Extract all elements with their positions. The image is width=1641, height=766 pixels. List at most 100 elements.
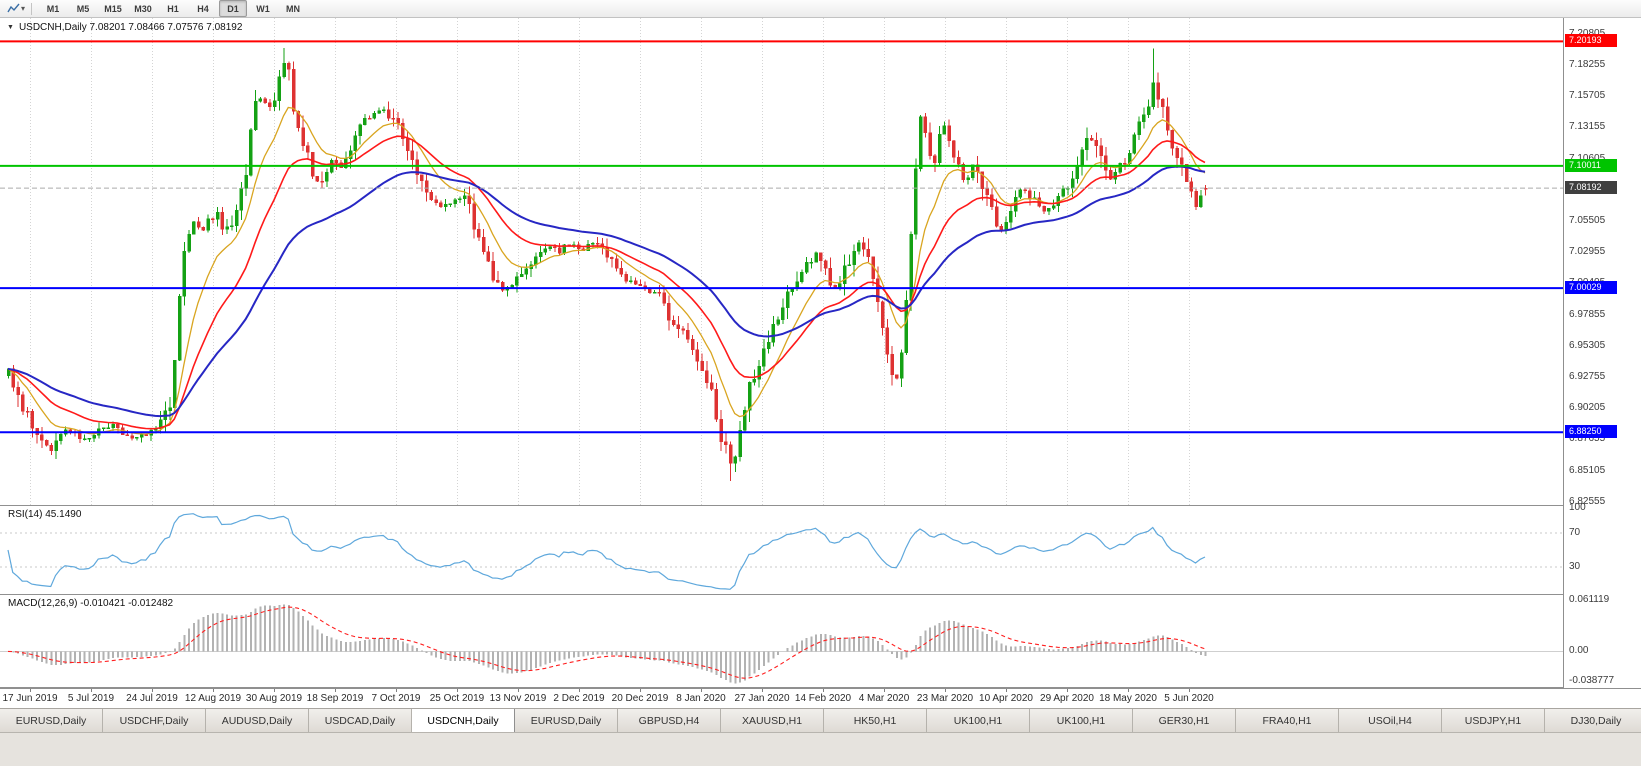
rsi-axis-label: 70 — [1569, 527, 1581, 539]
rsi-axis-label: 100 — [1569, 502, 1586, 513]
date-tick — [152, 689, 153, 692]
chart-tab-eurusd-daily[interactable]: EURUSD,Daily — [515, 709, 618, 732]
timeframe-button-m5[interactable]: M5 — [76, 3, 90, 14]
price-axis-label: 7.02955 — [1569, 246, 1606, 258]
timeframe-button-m1[interactable]: M1 — [46, 3, 60, 14]
rsi-indicator-label: RSI(14) 45.1490 — [8, 509, 82, 520]
date-axis-label: 30 Aug 2019 — [245, 693, 303, 704]
price-axis-label: 7.18255 — [1569, 59, 1606, 71]
price-axis-label: 7.10605 — [1569, 153, 1605, 165]
chart-title: ▼ USDCNH,Daily 7.08201 7.08466 7.07576 7.… — [7, 22, 242, 33]
timeframe-button-d1[interactable]: D1 — [219, 0, 248, 17]
timeframe-toolbar: M1 M5 M15 M30 H1 H4 D1 W1 MN — [38, 0, 308, 17]
timeframe-button-mn[interactable]: MN — [286, 3, 301, 14]
macd-indicator-label: MACD(12,26,9) -0.010421 -0.012482 — [8, 598, 174, 609]
price-axis-label: 7.15705 — [1569, 90, 1606, 102]
price-axis-label: 6.92755 — [1569, 371, 1606, 383]
date-tick — [518, 689, 519, 692]
date-axis-label: 25 Oct 2019 — [429, 693, 485, 704]
chart-tab-usoil-h4[interactable]: USOil,H4 — [1339, 709, 1442, 732]
date-tick — [945, 689, 946, 692]
date-tick — [335, 689, 336, 692]
macd-axis-label: 0.00 — [1569, 645, 1589, 657]
date-tick — [1006, 689, 1007, 692]
chevron-down-icon[interactable]: ▾ — [21, 4, 26, 13]
chart-tab-usdchf-daily[interactable]: USDCHF,Daily — [103, 709, 206, 732]
date-axis-label: 14 Feb 2020 — [794, 693, 852, 704]
chart-tab-audusd-daily[interactable]: AUDUSD,Daily — [206, 709, 309, 732]
price-axis: 7.208057.182557.157057.131557.106057.080… — [1563, 18, 1641, 688]
date-axis-label: 23 Mar 2020 — [916, 693, 974, 704]
chart-tab-eurusd-daily[interactable]: EURUSD,Daily — [0, 709, 103, 732]
date-axis-label: 7 Oct 2019 — [371, 693, 421, 704]
price-axis-label: 6.97855 — [1569, 308, 1606, 320]
date-axis-label: 27 Jan 2020 — [734, 693, 790, 704]
chart-tab-bar: EURUSD,Daily USDCHF,Daily AUDUSD,Daily USDC… — [0, 708, 1641, 733]
toolbar-separator — [31, 2, 33, 15]
date-tick — [823, 689, 824, 692]
date-axis-label: 24 Jul 2019 — [126, 693, 178, 704]
date-axis-label: 29 Apr 2020 — [1040, 693, 1094, 704]
date-tick — [579, 689, 580, 692]
timeframe-button-h4[interactable]: H4 — [197, 3, 209, 14]
chart-tab-usdcad-daily[interactable]: USDCAD,Daily — [309, 709, 412, 732]
chart-tab-gbpusd-h4[interactable]: GBPUSD,H4 — [618, 709, 721, 732]
date-axis-label: 5 Jun 2020 — [1164, 693, 1214, 704]
price-level-badge: 7.00029 — [1565, 281, 1617, 295]
date-tick — [1128, 689, 1129, 692]
chart-tab-ger30-h1[interactable]: GER30,H1 — [1133, 709, 1236, 732]
price-axis-label: 6.87655 — [1569, 433, 1606, 445]
price-axis-label: 7.20805 — [1569, 28, 1605, 40]
timeframe-button-m15[interactable]: M15 — [104, 3, 122, 14]
timeframe-button-m30[interactable]: M30 — [134, 3, 152, 14]
date-axis-label: 5 Jul 2019 — [67, 693, 115, 704]
date-axis-label: 18 May 2020 — [1099, 693, 1157, 704]
price-level-badge: 7.10011 — [1565, 158, 1617, 172]
timeframe-button-w1[interactable]: W1 — [256, 3, 270, 14]
date-tick — [640, 689, 641, 692]
toolbar: ▾ M1 M5 M15 M30 H1 H4 D1 W1 MN — [0, 0, 1641, 18]
rsi-axis-label: 30 — [1569, 560, 1581, 572]
date-tick — [1067, 689, 1068, 692]
macd-axis-label: -0.038777 — [1569, 675, 1615, 686]
chart-cursor-icon[interactable] — [5, 2, 21, 16]
chart-region[interactable]: ▼ USDCNH,Daily 7.08201 7.08466 7.07576 7.… — [0, 18, 1641, 688]
footer: EURUSD,Daily USDCHF,Daily AUDUSD,Daily USDC… — [0, 708, 1641, 766]
chart-tab-dj30-daily[interactable]: DJ30,Daily — [1545, 709, 1641, 732]
date-tick — [274, 689, 275, 692]
date-axis-label: 12 Aug 2019 — [184, 693, 242, 704]
current-price-badge: 7.08192 — [1565, 181, 1617, 195]
price-chart-canvas[interactable] — [0, 18, 1563, 688]
chart-tab-uk100-h1[interactable]: UK100,H1 — [1030, 709, 1133, 732]
date-axis-label: 8 Jan 2020 — [676, 693, 726, 704]
chart-tab-hk50-h1[interactable]: HK50,H1 — [824, 709, 927, 732]
date-tick — [91, 689, 92, 692]
price-level-badge: 6.88250 — [1565, 425, 1617, 439]
chart-tab-xauusd-h1[interactable]: XAUUSD,H1 — [721, 709, 824, 732]
date-axis-label: 20 Dec 2019 — [611, 693, 669, 704]
date-axis: 17 Jun 2019 5 Jul 2019 24 Jul 2019 12 Aug 2… — [0, 688, 1641, 708]
date-tick — [1189, 689, 1190, 692]
date-axis-label: 4 Mar 2020 — [858, 693, 910, 704]
date-axis-label: 17 Jun 2019 — [2, 693, 58, 704]
date-tick — [396, 689, 397, 692]
date-tick — [762, 689, 763, 692]
price-axis-label: 6.82555 — [1569, 495, 1606, 507]
price-axis-label: 6.85105 — [1569, 464, 1606, 476]
date-tick — [30, 689, 31, 692]
chart-tab-usdjpy-h1[interactable]: USDJPY,H1 — [1442, 709, 1545, 732]
price-axis-label: 7.05505 — [1569, 215, 1606, 227]
chart-tab-fra40-h1[interactable]: FRA40,H1 — [1236, 709, 1339, 732]
price-axis-label: 6.90205 — [1569, 402, 1606, 414]
date-axis-label: 18 Sep 2019 — [306, 693, 364, 704]
chart-tab-uk100-h1[interactable]: UK100,H1 — [927, 709, 1030, 732]
collapse-triangle-icon[interactable]: ▼ — [7, 24, 14, 31]
price-axis-label: 6.95305 — [1569, 339, 1606, 351]
date-axis-label: 2 Dec 2019 — [553, 693, 605, 704]
date-tick — [213, 689, 214, 692]
date-axis-label: 13 Nov 2019 — [489, 693, 547, 704]
timeframe-button-h1[interactable]: H1 — [167, 3, 179, 14]
chart-tab-usdcnh-daily[interactable]: USDCNH,Daily — [412, 709, 515, 732]
date-tick — [457, 689, 458, 692]
